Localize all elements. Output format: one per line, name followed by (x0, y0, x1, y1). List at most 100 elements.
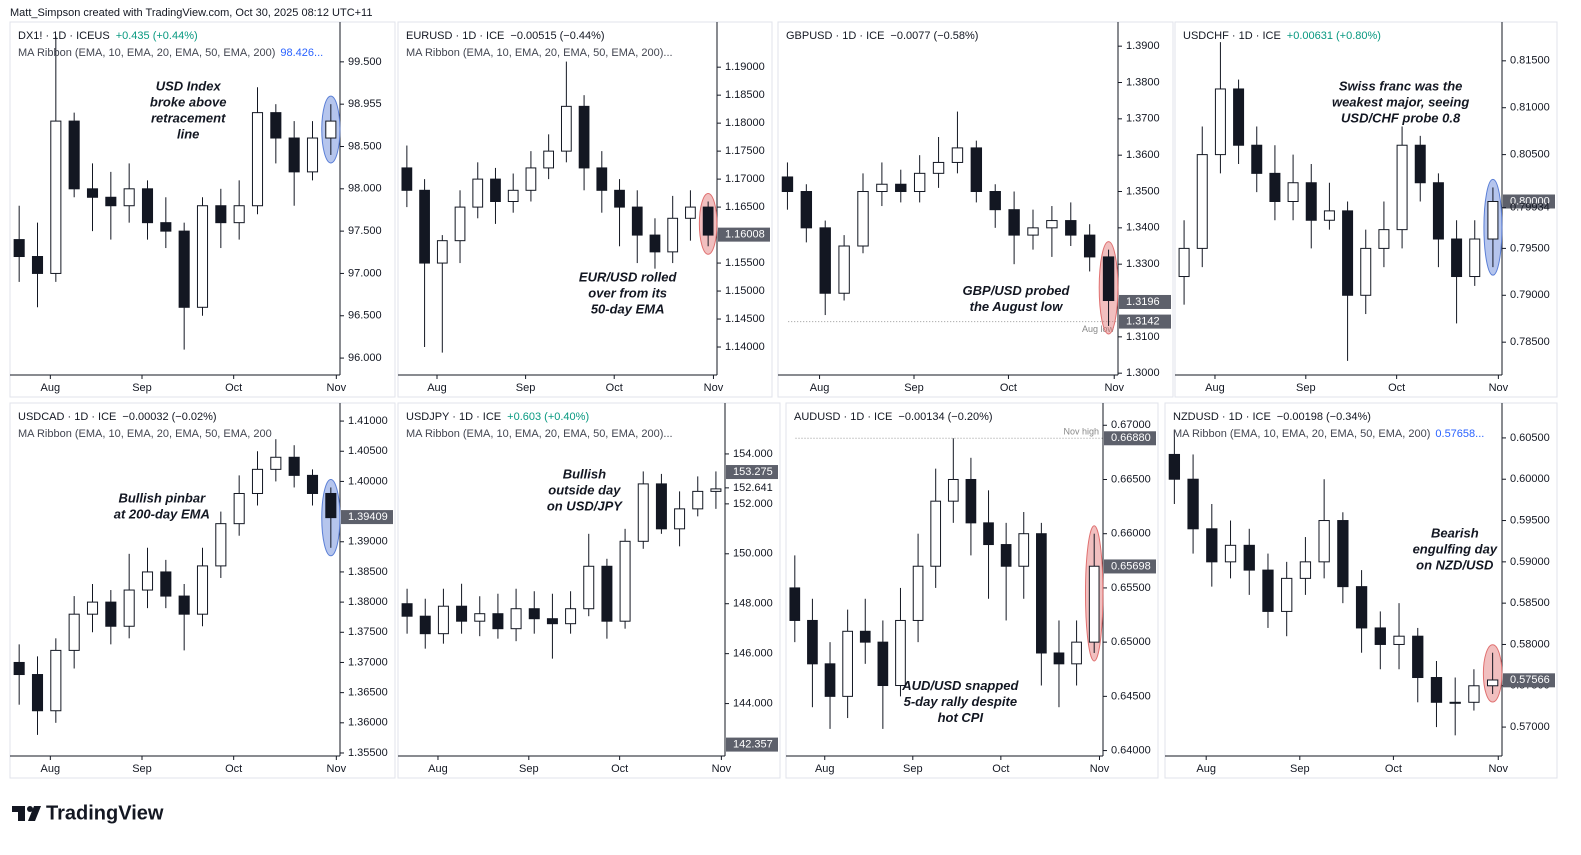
candle-body (215, 523, 227, 567)
candle-body (123, 188, 135, 207)
candle-body (1206, 528, 1218, 563)
y-tick-label: 0.66500 (1111, 473, 1151, 485)
level-label: Aug low (1082, 324, 1115, 334)
candle-body (1196, 154, 1208, 249)
ribbon-value: 0.57658... (1435, 428, 1484, 440)
logo-dot (27, 806, 33, 812)
candle-body (930, 500, 942, 567)
y-tick-label: 0.58500 (1510, 597, 1550, 609)
x-tick-label: Sep (132, 763, 152, 775)
legend-line: USDJPY · 1D · ICE +0.603 (+0.40%) (406, 411, 589, 423)
candle-body (1083, 234, 1096, 258)
x-tick-label: Oct (611, 763, 628, 775)
candle-body (1305, 182, 1317, 221)
chart-panel: 0.78500 0.79000 0.79500 0.80500 0.81000 0.815… (1174, 21, 1558, 398)
x-tick-label: Sep (904, 382, 924, 394)
candle-body (912, 565, 924, 621)
price-badge (718, 227, 770, 242)
y-tick-label: 1.3900 (1126, 40, 1160, 52)
y-tick-label: 1.38500 (348, 566, 388, 578)
candle-body (1412, 635, 1424, 679)
candle-body (947, 478, 959, 502)
candle-body (525, 167, 537, 191)
candle-body (1251, 144, 1263, 174)
candle-body (86, 188, 99, 198)
y-tick-label: 96.500 (348, 310, 382, 322)
ribbon-name: MA Ribbon (EMA, 10, EMA, 20, EMA, 50, EM… (406, 428, 673, 440)
y-tick-label: 0.79500 (1510, 242, 1550, 254)
change: −0.00032 (−0.02%) (122, 411, 216, 423)
candle-body (251, 112, 264, 207)
x-tick-label: Nov (327, 382, 347, 394)
candle-body (1000, 544, 1012, 567)
candle-body (578, 105, 590, 169)
y-tick-label: 144.000 (733, 697, 773, 709)
x-tick-label: Oct (1388, 382, 1405, 394)
change: −0.0077 (−0.58%) (890, 30, 978, 42)
candle-body (932, 161, 945, 174)
legend-line: EURUSD · 1D · ICE −0.00515 (−0.44%) (406, 30, 605, 42)
candle-body (251, 468, 264, 494)
candle-body (1469, 238, 1481, 278)
candle-body (86, 601, 99, 615)
candle-body (1342, 210, 1354, 296)
price-badge (341, 510, 393, 525)
candle-body (1027, 227, 1039, 236)
candle-body (419, 615, 431, 635)
y-tick-label: 0.81000 (1510, 102, 1550, 114)
annotation: the August low (970, 299, 1064, 314)
chart-panel: 0.64000 0.64500 0.65000 0.65500 0.66500 0.670… (785, 402, 1159, 779)
y-tick-label: 1.41000 (348, 415, 388, 427)
price-badge (1104, 431, 1156, 446)
candle-body (685, 206, 696, 219)
candle-body (1449, 701, 1461, 704)
candle-body (1430, 677, 1443, 703)
candle-body (800, 191, 813, 229)
candle-body (895, 183, 907, 193)
y-tick-label: 0.59000 (1510, 556, 1550, 568)
candle-body (877, 641, 889, 687)
chart-panel: 1.14000 1.14500 1.15000 1.15500 1.16500 1.170… (397, 21, 773, 398)
footer-brand: TradingView (46, 802, 164, 824)
y-tick-label: 1.40500 (348, 445, 388, 457)
annotation: weakest major, seeing (1332, 94, 1469, 109)
y-tick-label: 0.57000 (1510, 721, 1550, 733)
candle-body (1299, 561, 1312, 579)
x-tick-label: Sep (516, 382, 536, 394)
annotation: on USD/JPY (547, 498, 623, 513)
candle-body (619, 540, 631, 622)
x-tick-label: Aug (815, 763, 835, 775)
candle-body (492, 613, 504, 630)
candle-body (1323, 210, 1335, 221)
x-tick-label: Oct (606, 382, 623, 394)
candle-body (824, 663, 836, 697)
annotation: line (177, 126, 199, 141)
candle-body (325, 492, 337, 519)
candle-body (1102, 256, 1115, 302)
candle-body (233, 205, 245, 224)
y-tick-label: 148.000 (733, 598, 773, 610)
candle-body (631, 206, 643, 236)
x-tick-label: Oct (1385, 763, 1402, 775)
candle-body (895, 619, 906, 687)
y-tick-label: 0.79000 (1510, 289, 1550, 301)
candle-body (807, 619, 818, 665)
candle-body (436, 240, 448, 264)
candle-body (560, 105, 572, 152)
candle-body (1178, 247, 1190, 278)
y-tick-label: 1.3700 (1126, 113, 1160, 125)
candle-body (1355, 586, 1368, 629)
candle-body (270, 456, 282, 470)
y-tick-label: 0.59500 (1510, 514, 1550, 526)
chart-panel: 1.3000 1.3100 1.3300 1.3400 1.3500 1.3600 1.37… (777, 21, 1174, 398)
symbol: NZDUSD · 1D · ICE (1173, 411, 1271, 423)
price-label: 0.80000 (1510, 195, 1550, 207)
price-label: 1.3142 (1126, 315, 1160, 327)
candle-body (196, 565, 209, 615)
y-tick-label: 1.3500 (1126, 185, 1160, 197)
symbol: USDCAD · 1D · ICE (18, 411, 116, 423)
candle-body (667, 217, 679, 253)
y-tick-label: 1.35500 (348, 747, 388, 759)
candle-body (1168, 453, 1181, 480)
candle-body (989, 191, 1001, 211)
